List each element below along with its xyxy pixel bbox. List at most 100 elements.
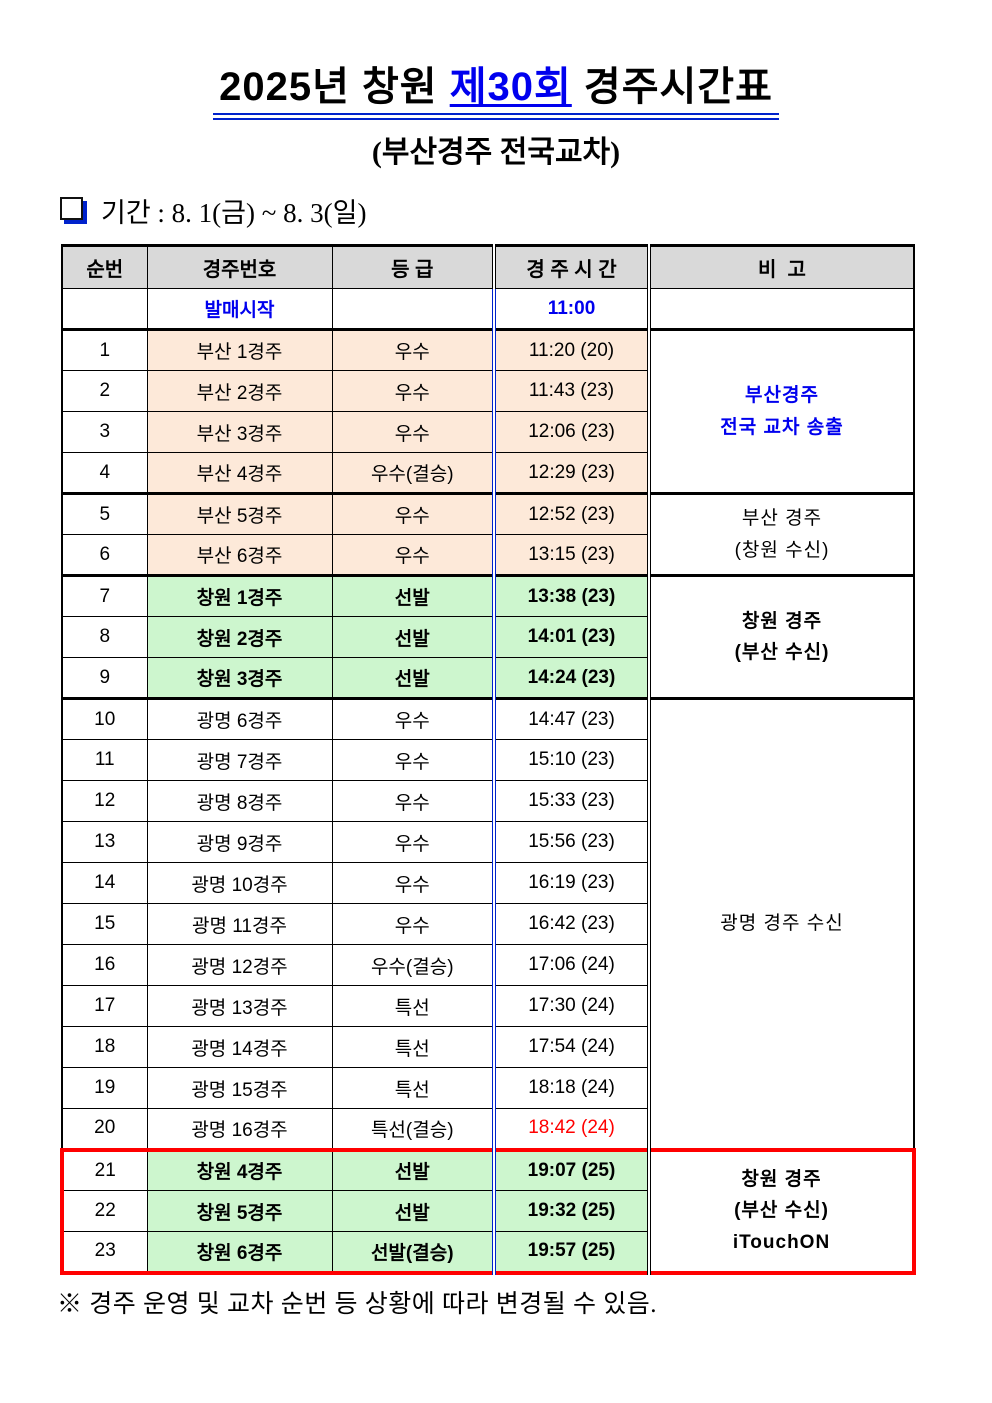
seq-cell: 10: [61, 697, 148, 740]
grade-cell: 선발(결승): [331, 1231, 495, 1275]
grade-cell: 우수: [331, 739, 495, 781]
table-row: 1 부산 1경주 우수 11:20 (20) 부산경주 전국 교차 송출: [61, 328, 915, 494]
time-cell: 17:54 (24): [492, 1026, 651, 1068]
col-header-race: 경주번호: [146, 245, 333, 289]
grade-cell: 우수: [331, 903, 495, 945]
time-cell: 12:06 (23): [492, 411, 651, 453]
note-line: 광명 경주 수신: [720, 913, 844, 935]
time-cell: 18:18 (24): [492, 1067, 651, 1109]
race-cell: 부산 5경주: [146, 492, 333, 535]
time-cell: 19:32 (25): [492, 1190, 651, 1232]
grade-cell: 우수: [331, 821, 495, 863]
grade-cell: 선발: [331, 1147, 495, 1191]
col-header-seq: 순번: [61, 245, 148, 289]
footnote: ※ 경주 운영 및 교차 순번 등 상황에 따라 변경될 수 있음.: [57, 1290, 658, 1318]
table-row: 4 부산 4경주 우수(결승) 12:29 (23): [61, 452, 914, 494]
time-cell: 18:42 (24): [492, 1108, 651, 1150]
grade-cell: 우수: [331, 370, 495, 412]
grade-cell: 우수: [331, 780, 495, 822]
table-row: 23 창원 6경주 선발(결승) 19:57 (25): [60, 1231, 914, 1275]
table-row: 13 광명 9경주 우수 15:56 (23): [61, 821, 914, 863]
period-label: 기간 : 8. 1(금) ~ 8. 3(일): [101, 198, 367, 228]
grade-cell: [331, 288, 495, 331]
seq-cell: 2: [61, 370, 148, 412]
seq-cell: 12: [61, 780, 148, 822]
note-line: 부산 경주: [741, 508, 823, 530]
race-cell: 광명 13경주: [146, 985, 333, 1027]
grade-cell: 특선(결승): [331, 1108, 495, 1150]
note-line: 창원 경주: [741, 1168, 822, 1190]
page-subtitle: (부산경주 전국교차): [371, 136, 621, 169]
seq-cell: 17: [61, 985, 148, 1027]
race-cell: 창원 2경주: [146, 616, 333, 658]
note-line: (부산 수신): [734, 1200, 829, 1222]
note-cell: 광명 경주 수신: [648, 697, 915, 1150]
note-cell: 부산경주 전국 교차 송출: [648, 328, 915, 494]
checkbox-icon: [60, 197, 83, 220]
grade-cell: 우수: [331, 492, 495, 535]
race-cell: 광명 10경주: [146, 862, 333, 904]
seq-cell: 21: [60, 1147, 148, 1191]
race-cell: 부산 1경주: [146, 328, 333, 371]
table-row: 6 부산 6경주 우수 13:15 (23): [61, 534, 914, 576]
seq-cell: 8: [61, 616, 148, 658]
time-cell: 14:24 (23): [492, 657, 651, 699]
table-row: 19 광명 15경주 특선 18:18 (24): [61, 1067, 914, 1109]
col-header-time: 경 주 시 간: [492, 245, 651, 289]
seq-cell: 3: [61, 411, 148, 453]
time-cell: 17:30 (24): [492, 985, 651, 1027]
note-cell: 창원 경주 (부산 수신): [648, 574, 915, 699]
race-cell: 광명 14경주: [146, 1026, 333, 1068]
title-prefix: 2025년 창원: [219, 65, 450, 109]
grade-cell: 선발: [331, 657, 495, 699]
grade-cell: 선발: [331, 1190, 495, 1232]
race-cell: 부산 6경주: [146, 534, 333, 576]
seq-cell: 14: [61, 862, 148, 904]
table-row: 5 부산 5경주 우수 12:52 (23) 부산 경주 (창원 수신): [61, 492, 915, 576]
time-cell: 12:52 (23): [492, 492, 651, 535]
table-row: 10 광명 6경주 우수 14:47 (23) 광명 경주 수신: [61, 697, 915, 1150]
note-cell: 창원 경주 (부산 수신) iTouchON: [648, 1147, 916, 1275]
table-row: 21 창원 4경주 선발 19:07 (25) 창원 경주 (부산 수신) iTouchON: [60, 1147, 916, 1275]
seq-cell: 13: [61, 821, 148, 863]
race-cell: 광명 8경주: [146, 780, 333, 822]
seq-cell: [61, 288, 148, 331]
seq-cell: 11: [61, 739, 148, 781]
seq-cell: 6: [61, 534, 148, 576]
seq-cell: 15: [61, 903, 148, 945]
col-header-grade: 등 급: [331, 245, 495, 289]
grade-cell: 우수: [331, 411, 495, 453]
grade-cell: 우수(결승): [331, 944, 495, 986]
presale-time: 11:00: [492, 288, 651, 331]
table-row: 22 창원 5경주 선발 19:32 (25): [60, 1190, 914, 1232]
time-cell: 13:15 (23): [492, 534, 651, 576]
time-cell: 15:33 (23): [492, 780, 651, 822]
table-row: 3 부산 3경주 우수 12:06 (23): [61, 411, 914, 453]
time-cell: 17:06 (24): [492, 944, 651, 986]
table-row: 18 광명 14경주 특선 17:54 (24): [61, 1026, 914, 1068]
race-cell: 광명 16경주: [146, 1108, 333, 1150]
race-cell: 광명 7경주: [146, 739, 333, 781]
note-line: 부산경주: [745, 385, 819, 407]
table-header: 순번 경주번호 등 급 경 주 시 간 비 고: [61, 245, 915, 289]
race-cell: 부산 4경주: [146, 452, 333, 494]
table-row: 14 광명 10경주 우수 16:19 (23): [61, 862, 914, 904]
race-cell: 창원 5경주: [146, 1190, 333, 1232]
table-row: 7 창원 1경주 선발 13:38 (23) 창원 경주 (부산 수신): [61, 574, 915, 699]
note-line: (창원 수신): [734, 539, 830, 561]
time-cell: 12:29 (23): [492, 452, 651, 494]
race-cell: 광명 15경주: [146, 1067, 333, 1109]
note-line: (부산 수신): [734, 642, 830, 663]
grade-cell: 우수: [331, 534, 495, 576]
grade-cell: 선발: [331, 574, 495, 617]
note-cell: [648, 288, 915, 331]
table-row: 17 광명 13경주 특선 17:30 (24): [61, 985, 914, 1027]
table-row: 2 부산 2경주 우수 11:43 (23): [61, 370, 914, 412]
title-block: 2025년 창원 제30회 경주시간표 (부산경주 전국교차): [0, 0, 992, 171]
header-row: 순번 경주번호 등 급 경 주 시 간 비 고: [61, 245, 915, 289]
table-row: 9 창원 3경주 선발 14:24 (23): [61, 657, 914, 699]
table-row: 12 광명 8경주 우수 15:33 (23): [61, 780, 914, 822]
grade-cell: 특선: [331, 1026, 495, 1068]
note-line: 창원 경주: [741, 610, 823, 632]
